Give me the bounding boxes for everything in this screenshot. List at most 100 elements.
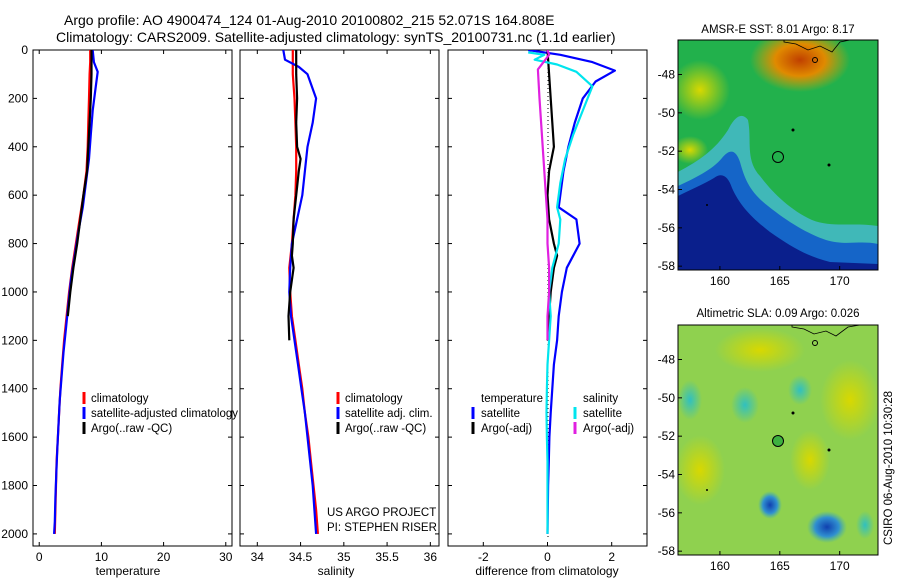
- salinity-xlabel: salinity: [318, 564, 355, 578]
- legend-label: satellite: [481, 408, 520, 420]
- depth-tick-label: 1800: [1, 479, 28, 493]
- map-lat-label: -56: [658, 221, 676, 235]
- depth-tick-label: 200: [8, 91, 28, 105]
- temperature-xlabel: temperature: [96, 564, 161, 578]
- series-line-satellite-adj-clim: [282, 50, 318, 534]
- map-lat-label: -54: [658, 468, 676, 482]
- sla-low-patch: [731, 387, 759, 423]
- x-tick-label: 35.5: [375, 550, 399, 564]
- map-lon-label: 160: [710, 274, 730, 288]
- map-lat-label: -52: [658, 429, 676, 443]
- salinity-series: [282, 50, 319, 534]
- difference-xlabel: difference from climatology: [475, 564, 618, 578]
- island-marker: [812, 57, 818, 63]
- sst-warm-patch: [750, 40, 850, 92]
- legend-label: Argo(..raw -QC): [91, 423, 172, 435]
- series-line-argo-raw-qc: [66, 50, 93, 317]
- temperature-series: [53, 50, 99, 534]
- legend-label: Argo(-adj): [583, 423, 634, 435]
- salinity-panel: [239, 49, 440, 547]
- legend-header-salinity: salinity: [583, 393, 618, 405]
- series-line-salinity-satellite: [528, 51, 594, 534]
- sst-map-title: AMSR-E SST: 8.01 Argo: 8.17: [701, 24, 854, 36]
- x-tick-label: 20: [157, 550, 171, 564]
- series-line-salinity-argo-adj: [536, 50, 551, 341]
- legend-label: climatology: [91, 393, 149, 405]
- series-line-argo-raw-qc: [287, 50, 302, 341]
- legend-label: climatology: [345, 393, 403, 405]
- coastline: [783, 40, 851, 53]
- temperature-panel: [32, 49, 233, 547]
- series-line-temperature-argo-adj: [546, 50, 559, 341]
- x-tick-label: 34: [251, 550, 265, 564]
- sla-low-patch: [788, 375, 812, 405]
- sla-low-patch: [856, 511, 874, 539]
- credit-timestamp: CSIRO 06-Aug-2010 10:30:28: [883, 391, 895, 545]
- sla-map: [678, 325, 878, 555]
- series-line-satellite-adjusted-climatology: [53, 50, 99, 534]
- island-marker: [791, 411, 795, 415]
- legend-label: satellite-adjusted climatology: [91, 408, 238, 420]
- map-lat-label: -48: [658, 353, 676, 367]
- sla-low-patch: [758, 491, 782, 519]
- argo-float-position-marker: [772, 151, 784, 163]
- map-lon-label: 165: [770, 559, 790, 573]
- sla-high-patch: [678, 435, 725, 505]
- island-marker: [827, 448, 831, 452]
- x-tick-label: 0: [36, 550, 43, 564]
- figure-title-line2: Climatology: CARS2009. Satellite-adjuste…: [56, 29, 616, 45]
- legend-label: Argo(..raw -QC): [345, 423, 426, 435]
- sst-map: [678, 40, 878, 270]
- project-label: US ARGO PROJECT: [327, 507, 436, 519]
- map-lon-label: 170: [830, 274, 850, 288]
- sst-map-frame: [677, 39, 879, 271]
- map-lon-label: 165: [770, 274, 790, 288]
- salinity-x-axis: 34 34.5 35 35.5 36: [251, 50, 438, 564]
- salinity-legend: climatology satellite adj. clim. Argo(..…: [336, 392, 433, 435]
- figure-title-line1: Argo profile: AO 4900474_124 01-Aug-2010…: [64, 12, 554, 28]
- depth-tick-label: 800: [8, 237, 28, 251]
- map-lat-label: -50: [658, 106, 676, 120]
- x-tick-label: 2: [608, 550, 615, 564]
- depth-tick-label: 600: [8, 188, 28, 202]
- sla-high-patch: [790, 430, 830, 490]
- legend-header-temperature: temperature: [481, 393, 543, 405]
- sla-high-patch: [715, 328, 805, 372]
- map-lat-label: -52: [658, 144, 676, 158]
- sst-warm-patch: [678, 60, 730, 120]
- temperature-legend: climatology satellite-adjusted climatolo…: [82, 392, 238, 435]
- pi-label: PI: STEPHEN RISER: [327, 522, 437, 534]
- depth-axis: 0 200 400 600 800 1000 1200 1400 1600 1800 2000: [1, 43, 647, 541]
- depth-tick-label: 400: [8, 140, 28, 154]
- sla-low-patch: [807, 511, 847, 543]
- legend-label: satellite: [583, 408, 622, 420]
- x-tick-label: 30: [219, 550, 233, 564]
- map-lat-label: -50: [658, 391, 676, 405]
- series-line-temperature-satellite: [528, 50, 616, 534]
- sla-low-patch: [678, 380, 702, 420]
- island-marker: [706, 204, 708, 206]
- sst-coldest-region: [678, 175, 878, 270]
- map-lat-label: -58: [658, 259, 676, 273]
- sst-warm-patch: [678, 136, 708, 164]
- x-tick-label: 0: [544, 550, 551, 564]
- x-tick-label: 36: [424, 550, 438, 564]
- map-lat-label: -56: [658, 506, 676, 520]
- argo-float-position-marker: [772, 435, 784, 447]
- sst-map-axes: 160 165 170 -48 -50 -52 -54 -56 -58: [658, 68, 850, 289]
- legend-label: Argo(-adj): [481, 423, 532, 435]
- island-marker: [706, 489, 708, 491]
- map-lon-label: 170: [830, 559, 850, 573]
- difference-legend: temperature salinity satellite Argo(-adj…: [471, 393, 634, 435]
- map-lat-label: -54: [658, 183, 676, 197]
- sla-high-patch: [820, 360, 878, 440]
- x-tick-label: 34.5: [289, 550, 313, 564]
- depth-tick-label: 1200: [1, 333, 28, 347]
- coastline: [791, 325, 861, 337]
- depth-tick-label: 1400: [1, 382, 28, 396]
- series-line-climatology: [53, 50, 92, 534]
- x-tick-label: 35: [337, 550, 351, 564]
- sla-map-frame: [677, 324, 879, 556]
- difference-series: [528, 50, 616, 534]
